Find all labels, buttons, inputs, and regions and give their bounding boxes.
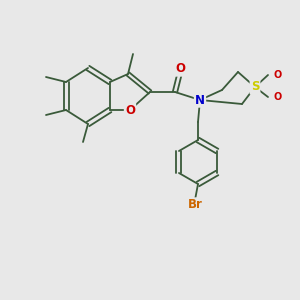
Text: O: O bbox=[125, 103, 135, 116]
Text: N: N bbox=[195, 94, 205, 106]
Text: O: O bbox=[273, 70, 281, 80]
Text: O: O bbox=[273, 92, 281, 102]
Text: S: S bbox=[251, 80, 259, 94]
Text: O: O bbox=[175, 62, 185, 76]
Text: Br: Br bbox=[188, 199, 202, 212]
